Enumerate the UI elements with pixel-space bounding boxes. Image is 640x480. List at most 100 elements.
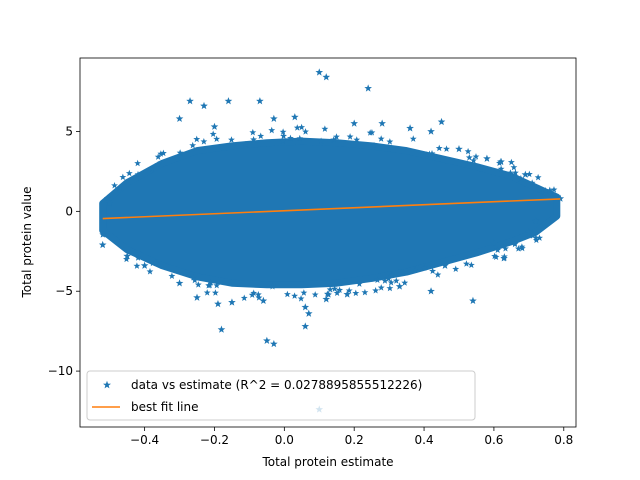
scatter-point xyxy=(427,127,435,135)
scatter-edge-point xyxy=(385,275,392,282)
scatter-edge-point xyxy=(409,135,417,142)
x-axis: −0.4 −0.2 0.0 0.2 0.4 0.6 0.8 xyxy=(130,427,573,447)
x-tick-label: −0.4 xyxy=(130,433,159,447)
scatter-point xyxy=(98,240,107,249)
scatter-edge-point xyxy=(228,136,235,143)
scatter-edge-point xyxy=(429,267,437,275)
scatter-edge-point xyxy=(250,136,257,143)
scatter-edge-point xyxy=(491,252,499,260)
scatter-edge-point xyxy=(298,123,306,131)
scatter-point xyxy=(535,184,544,193)
scatter-edge-point xyxy=(452,265,460,273)
scatter-point xyxy=(270,114,278,122)
scatter-edge-point xyxy=(542,187,549,194)
scatter-edge-point xyxy=(388,271,396,278)
scatter-point xyxy=(556,194,565,202)
scatter-point xyxy=(175,279,184,287)
y-tick-label: −10 xyxy=(48,364,73,378)
scatter-edge-point xyxy=(152,259,160,266)
scatter-edge-point xyxy=(193,135,201,143)
legend: data vs estimate (R^2 = 0.02788958555122… xyxy=(86,370,476,421)
scatter-point xyxy=(469,296,477,305)
scatter-edge-point xyxy=(200,138,208,145)
scatter-point xyxy=(343,290,352,298)
scatter-edge-point xyxy=(353,136,361,143)
scatter-edge-point xyxy=(333,133,340,140)
scatter-point xyxy=(291,113,299,121)
scatter-edge-point xyxy=(386,284,394,292)
legend-label: best fit line xyxy=(131,400,199,414)
scatter-edge-point xyxy=(116,184,123,191)
x-tick-label: 0.8 xyxy=(554,433,573,447)
scatter-edge-point xyxy=(296,134,304,142)
scatter-edge-point xyxy=(401,279,409,286)
scatter-edge-point xyxy=(250,289,258,296)
scatter-point xyxy=(186,97,194,105)
scatter-edge-point xyxy=(387,278,395,286)
scatter-point xyxy=(140,261,149,269)
scatter-edge-point xyxy=(512,169,519,176)
scatter-edge-point xyxy=(211,289,219,296)
scatter-edge-point xyxy=(492,253,500,260)
scatter-edge-point xyxy=(465,154,473,161)
scatter-edge-point xyxy=(176,149,184,156)
scatter-edge-point xyxy=(123,255,130,263)
scatter-edge-point xyxy=(255,294,263,301)
scatter-edge-point xyxy=(536,234,543,241)
scatter-edge-point xyxy=(330,136,338,143)
legend-star-marker xyxy=(103,380,111,389)
scatter-edge-point xyxy=(119,173,127,181)
scatter-point xyxy=(497,157,505,166)
scatter-point xyxy=(263,336,271,344)
scatter-point xyxy=(427,287,435,295)
scatter-edge-point xyxy=(326,286,334,293)
scatter-edge-point xyxy=(104,194,111,202)
scatter-point xyxy=(256,97,264,105)
scatter-point xyxy=(304,309,313,317)
scatter-point xyxy=(217,325,226,333)
scatter-point xyxy=(175,114,184,122)
scatter-edge-point xyxy=(500,254,508,262)
scatter-edge-point xyxy=(345,287,353,294)
scatter-edge-point xyxy=(370,141,378,149)
scatter-edge-point xyxy=(331,285,339,292)
scatter-edge-point xyxy=(191,276,199,284)
x-tick-label: 0.6 xyxy=(484,433,503,447)
scatter-edge-point xyxy=(366,129,374,136)
scatter-edge-point xyxy=(194,281,202,288)
legend-box xyxy=(86,370,476,421)
scatter-cloud-body xyxy=(99,137,561,289)
scatter-edge-point xyxy=(283,290,291,298)
scatter-edge-point xyxy=(534,173,542,181)
scatter-edge-point xyxy=(206,281,214,289)
scatter-edge-point xyxy=(311,291,319,298)
scatter-edge-point xyxy=(423,151,431,158)
scatter-edge-point xyxy=(111,181,118,189)
scatter-edge-point xyxy=(333,289,341,296)
scatter-edge-point xyxy=(242,140,249,148)
scatter-point xyxy=(105,199,114,207)
scatter-edge-point xyxy=(240,294,248,301)
scatter-edge-point xyxy=(426,150,433,157)
scatter-point xyxy=(350,119,358,127)
y-tick-label: −5 xyxy=(55,284,73,298)
scatter-edge-point xyxy=(381,277,389,284)
scatter-edge-point xyxy=(323,290,331,297)
scatter-point xyxy=(228,298,236,306)
scatter-edge-point xyxy=(374,276,381,284)
scatter-edge-point xyxy=(386,138,394,145)
scatter-edge-point xyxy=(355,280,363,287)
scatter-point xyxy=(224,97,233,105)
scatter-edge-point xyxy=(510,163,518,171)
scatter-edge-point xyxy=(532,236,540,244)
scatter-point xyxy=(210,122,219,130)
scatter-point xyxy=(395,282,404,290)
scatter-edge-point xyxy=(133,262,141,269)
scatter-edge-point xyxy=(514,245,522,252)
scatter-edge-point xyxy=(435,144,443,152)
scatter-edge-point xyxy=(287,134,294,142)
scatter-edge-point xyxy=(507,158,515,166)
y-axis-label: Total protein value xyxy=(20,186,34,298)
scatter-edge-point xyxy=(300,289,308,296)
